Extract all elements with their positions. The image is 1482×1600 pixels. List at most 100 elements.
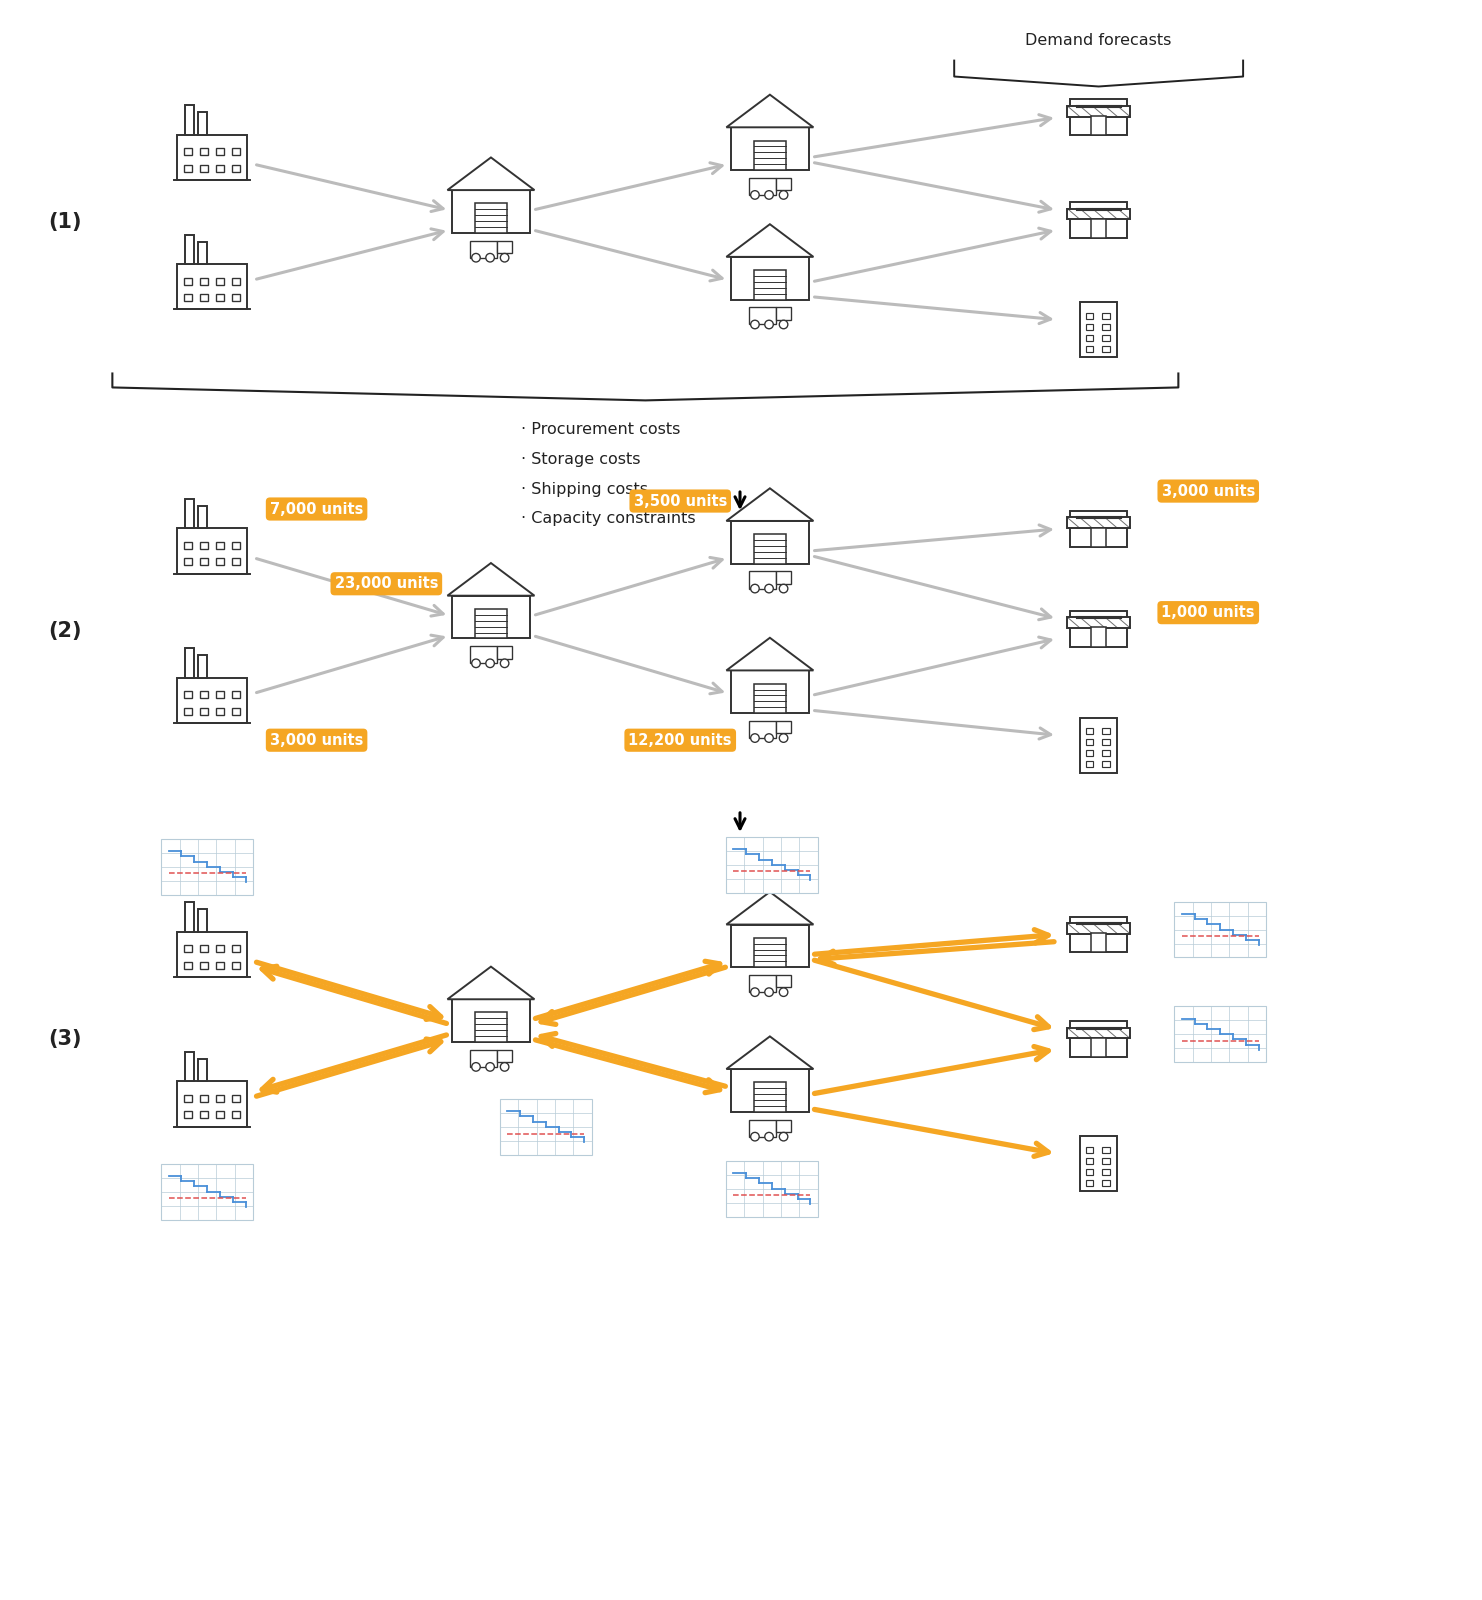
Bar [753, 270, 787, 299]
Bar [1103, 728, 1110, 734]
Bar [1085, 346, 1094, 352]
Circle shape [501, 1062, 508, 1070]
Bar [185, 499, 194, 528]
Bar [216, 294, 224, 301]
Bar [1085, 1179, 1094, 1186]
Circle shape [501, 253, 508, 262]
Bar [231, 1112, 240, 1118]
Bar [1067, 1027, 1131, 1038]
Bar [231, 277, 240, 285]
Bar [777, 307, 791, 320]
Bar [748, 1120, 777, 1136]
Text: 7,000 units: 7,000 units [270, 501, 363, 517]
Bar [216, 147, 224, 155]
Bar [216, 946, 224, 952]
Text: Demand forecasts: Demand forecasts [1026, 34, 1172, 48]
Text: (3): (3) [47, 1029, 82, 1050]
Text: (1): (1) [47, 213, 82, 232]
Bar [470, 240, 498, 258]
Bar [1067, 208, 1131, 219]
Bar [197, 1059, 207, 1082]
Bar [185, 235, 194, 264]
Bar [216, 277, 224, 285]
Bar [1085, 728, 1094, 734]
Bar [200, 558, 209, 565]
Circle shape [751, 1133, 759, 1141]
Bar [1070, 917, 1126, 952]
Bar [178, 528, 247, 573]
Polygon shape [726, 488, 814, 522]
Bar [1174, 1006, 1266, 1062]
Text: 12,200 units: 12,200 units [628, 733, 732, 747]
Bar [185, 106, 194, 134]
Polygon shape [726, 638, 814, 670]
Text: 3,500 units: 3,500 units [633, 493, 726, 509]
Circle shape [751, 987, 759, 997]
Bar [498, 240, 513, 253]
Bar [178, 134, 247, 179]
Bar [231, 147, 240, 155]
Bar [731, 670, 809, 714]
Circle shape [751, 190, 759, 200]
Bar [1080, 1136, 1117, 1190]
Bar [1091, 117, 1106, 136]
Bar [231, 542, 240, 549]
Bar [162, 838, 253, 894]
Bar [200, 542, 209, 549]
Circle shape [471, 1062, 480, 1070]
Text: · Storage costs: · Storage costs [520, 451, 640, 467]
Bar [197, 506, 207, 528]
Bar [200, 962, 209, 970]
Bar [1103, 1147, 1110, 1152]
Bar [216, 1112, 224, 1118]
Bar [1103, 1170, 1110, 1174]
Circle shape [501, 659, 508, 667]
Bar [777, 1120, 791, 1131]
Text: 23,000 units: 23,000 units [335, 576, 439, 592]
Bar [1103, 739, 1110, 746]
Polygon shape [726, 1037, 814, 1069]
Bar [216, 1094, 224, 1102]
Bar [197, 112, 207, 134]
Circle shape [486, 253, 495, 262]
Bar [748, 307, 777, 325]
Bar [1085, 1170, 1094, 1174]
Bar [1103, 762, 1110, 766]
Bar [231, 294, 240, 301]
Bar [753, 141, 787, 170]
Circle shape [765, 190, 774, 200]
Bar [185, 1051, 194, 1082]
Polygon shape [726, 891, 814, 925]
Bar [184, 277, 193, 285]
Bar [231, 558, 240, 565]
Bar [1091, 528, 1106, 547]
Bar [1103, 323, 1110, 330]
Bar [184, 147, 193, 155]
Bar [777, 178, 791, 190]
Bar [1085, 1147, 1094, 1152]
Circle shape [765, 320, 774, 328]
Bar [184, 1094, 193, 1102]
Bar [200, 946, 209, 952]
Bar [1103, 1158, 1110, 1163]
Bar [753, 1082, 787, 1112]
Bar [777, 722, 791, 733]
Bar [1070, 202, 1126, 238]
Text: 1,000 units: 1,000 units [1162, 605, 1255, 621]
Bar [498, 646, 513, 659]
Bar [748, 722, 777, 738]
Bar [1085, 1158, 1094, 1163]
Text: (2): (2) [47, 621, 82, 640]
Bar [184, 946, 193, 952]
Bar [184, 165, 193, 171]
Bar [1103, 334, 1110, 341]
Bar [200, 277, 209, 285]
Bar [748, 571, 777, 589]
Circle shape [751, 734, 759, 742]
Circle shape [471, 659, 480, 667]
Bar [216, 165, 224, 171]
Bar [498, 1050, 513, 1062]
Circle shape [765, 987, 774, 997]
Text: · Capacity constraints: · Capacity constraints [520, 512, 695, 526]
Bar [1070, 99, 1126, 136]
